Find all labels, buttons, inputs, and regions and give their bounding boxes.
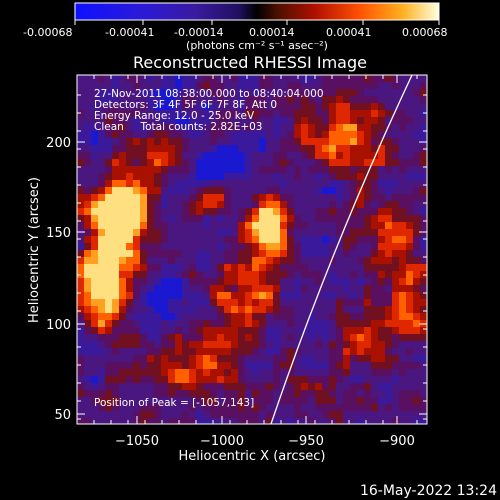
x-tick-label-2: −950 <box>288 434 324 449</box>
colorbar-tick-label-1: -0.00041 <box>105 26 154 39</box>
x-axis-label: Heliocentric X (arcsec) <box>179 449 326 464</box>
y-tick-label-3: 200 <box>46 136 71 151</box>
colorbar-tick-label-5: 0.00068 <box>402 26 448 39</box>
y-tick-label-2: 150 <box>46 226 71 241</box>
y-tick-label-0: 50 <box>54 408 71 423</box>
x-tick-label-0: −1050 <box>115 434 159 449</box>
colorbar-tick-label-4: 0.00041 <box>326 26 372 39</box>
y-axis-label: Heliocentric Y (arcsec) <box>27 177 42 323</box>
annotation-detectors: Detectors: 3F 4F 5F 6F 7F 8F, Att 0 <box>94 99 277 111</box>
colorbar-unit-label: (photons cm⁻² s⁻¹ asec⁻²) <box>186 39 328 52</box>
colorbar-tick-label-3: 0.00014 <box>249 26 295 39</box>
annotation-time-range: 27-Nov-2011 08:38:00.000 to 08:40:04.000 <box>94 88 324 100</box>
annotation-clean-counts: Clean Total counts: 2.82E+03 <box>94 121 263 133</box>
colorbar-tick-label-0: -0.00068 <box>23 26 72 39</box>
hxr-intensity-map <box>77 75 427 424</box>
colorbar-ticks <box>74 20 440 25</box>
solar-limb-line <box>270 75 413 424</box>
peak-position-label: Position of Peak = [-1057,143] <box>94 397 254 409</box>
colorbar <box>74 2 440 21</box>
x-tick-label-1: −1000 <box>200 434 244 449</box>
x-tick-label-3: −900 <box>379 434 415 449</box>
y-tick-label-1: 100 <box>46 318 71 333</box>
colorbar-tick-label-2: -0.00014 <box>174 26 223 39</box>
render-timestamp: 16-May-2022 13:24 <box>360 483 497 499</box>
axis-ticks <box>77 75 427 424</box>
annotation-energy-range: Energy Range: 12.0 - 25.0 keV <box>94 110 255 122</box>
plot-title: Reconstructed RHESSI Image <box>133 53 367 72</box>
plot-frame <box>76 74 428 425</box>
